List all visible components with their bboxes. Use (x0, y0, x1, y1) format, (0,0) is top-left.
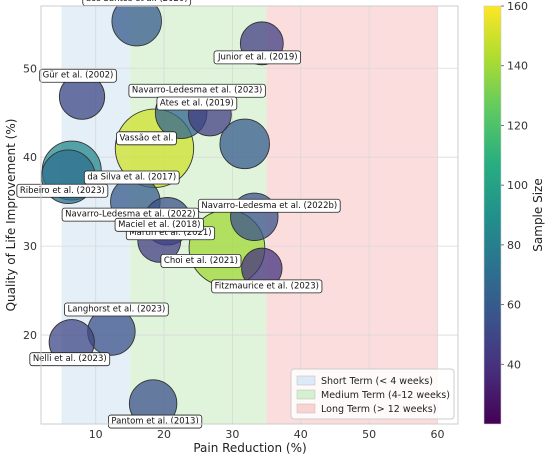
legend-label-1: Medium Term (4-12 weeks) (321, 390, 450, 401)
point-label-text: dos Santos et al. (2020) (86, 0, 188, 4)
colorbar: Sample Size 40 60 80 100 120 140 160 (483, 0, 545, 425)
point-label-12: Maciel et al. (2018) (114, 217, 204, 232)
point-label-7: da Silva et al. (2017) (83, 170, 180, 185)
point-label-box (29, 352, 111, 367)
point-label-box (108, 414, 203, 429)
y-tick-label: 40 (23, 151, 37, 164)
point-label-2: Gür et al. (2002) (39, 68, 117, 83)
plot-frame (40, 5, 459, 425)
legend-box (290, 368, 455, 420)
legend-swatch-2 (296, 403, 316, 414)
colorbar-tick-label: 60 (507, 299, 521, 312)
point-label-text: Navarro-Ledesma et al. (2023) (132, 86, 262, 96)
y-axis-title: Quality of Life Improvement (%) (4, 119, 18, 312)
point-label-text: Pantom et al. (2013) (111, 417, 198, 427)
colorbar-gradient (483, 5, 502, 425)
x-tick-label: 40 (294, 428, 308, 441)
point-label-0: dos Santos et al. (2020) (82, 0, 192, 7)
point-label-text: Navarro-Ledesma et al. (2022) (65, 210, 195, 220)
point-label-text: Ribeiro et al. (2023) (20, 186, 105, 196)
legend-label-0: Short Term (< 4 weeks) (321, 376, 433, 387)
point-label-16: Nelli et al. (2023) (29, 352, 111, 367)
legend-swatch-1 (296, 389, 316, 400)
legend: Short Term (< 4 weeks) Medium Term (4-12 … (290, 368, 455, 420)
point-label-5: Vassão et al. (116, 131, 177, 146)
colorbar-tick-label: 80 (507, 239, 521, 252)
y-tick-label: 20 (23, 329, 37, 342)
point-label-box (16, 183, 109, 198)
point-label-box (114, 217, 204, 232)
point-label-text: Junior et al. (2019) (217, 52, 298, 62)
x-tick-label: 20 (157, 428, 171, 441)
colorbar-tick-label: 160 (507, 0, 528, 13)
point-label-text: Martin et al. (2021) (129, 228, 211, 238)
x-axis-title: Pain Reduction (%) (193, 441, 306, 455)
x-axis-ticks: 10 20 30 40 50 60 (89, 428, 445, 441)
y-tick-label: 30 (23, 240, 37, 253)
point-label-box (160, 254, 242, 268)
data-point-6 (219, 118, 270, 170)
point-label-text: Langhorst et al. (2023) (68, 305, 166, 315)
x-tick-label: 30 (225, 428, 239, 441)
data-point-0 (111, 6, 162, 47)
x-tick-label: 50 (362, 428, 376, 441)
point-label-10: Navarro-Ledesma et al. (2022b) (197, 198, 341, 213)
point-label-4: Ates et al. (2019) (156, 96, 238, 111)
data-point-17 (128, 379, 178, 424)
point-label-text: Choi et al. (2021) (164, 256, 238, 266)
point-label-14: Fitzmaurice et al. (2023) (211, 279, 323, 294)
colorbar-tick-label: 120 (507, 119, 528, 132)
y-axis-ticks: 20 30 40 50 (23, 62, 37, 342)
colorbar-title: Sample Size (531, 178, 545, 251)
point-label-text: Fitzmaurice et al. (2023) (215, 281, 319, 291)
colorbar-tick-label: 40 (507, 358, 521, 371)
legend-swatch-0 (296, 375, 316, 386)
point-label-text: Navarro-Ledesma et al. (2022b) (201, 201, 337, 211)
point-label-17: Pantom et al. (2013) (108, 414, 203, 429)
x-tick-label: 60 (430, 428, 444, 441)
point-label-text: Gür et al. (2002) (43, 71, 114, 81)
point-label-box (39, 68, 117, 83)
point-label-box (83, 170, 180, 185)
point-label-1: Junior et al. (2019) (213, 50, 301, 65)
colorbar-tick-label: 140 (507, 60, 528, 73)
point-label-box (116, 131, 177, 146)
point-label-3: Navarro-Ledesma et al. (2023) (128, 83, 266, 98)
point-label-15: Langhorst et al. (2023) (64, 302, 169, 317)
point-label-text: Ates et al. (2019) (160, 99, 234, 109)
point-label-box (197, 198, 341, 213)
legend-label-2: Long Term (> 12 weeks) (321, 404, 436, 415)
point-label-text: da Silva et al. (2017) (87, 173, 176, 183)
point-label-text: Maciel et al. (2018) (118, 220, 200, 230)
point-label-text: Nelli et al. (2023) (33, 354, 107, 364)
point-label-13: Choi et al. (2021) (160, 254, 242, 268)
region-2 (266, 6, 438, 424)
point-label-box (211, 279, 323, 294)
point-label-8: Ribeiro et al. (2023) (16, 183, 109, 198)
x-tick-label: 10 (89, 428, 103, 441)
point-label-box (156, 96, 238, 111)
y-tick-label: 50 (23, 62, 37, 75)
point-label-box (213, 50, 301, 65)
point-labels: dos Santos et al. (2020) Junior et al. (2… (16, 0, 341, 429)
point-label-box (64, 302, 169, 317)
colorbar-tick-label: 100 (507, 179, 528, 192)
point-label-text: Vassão et al. (120, 133, 174, 143)
